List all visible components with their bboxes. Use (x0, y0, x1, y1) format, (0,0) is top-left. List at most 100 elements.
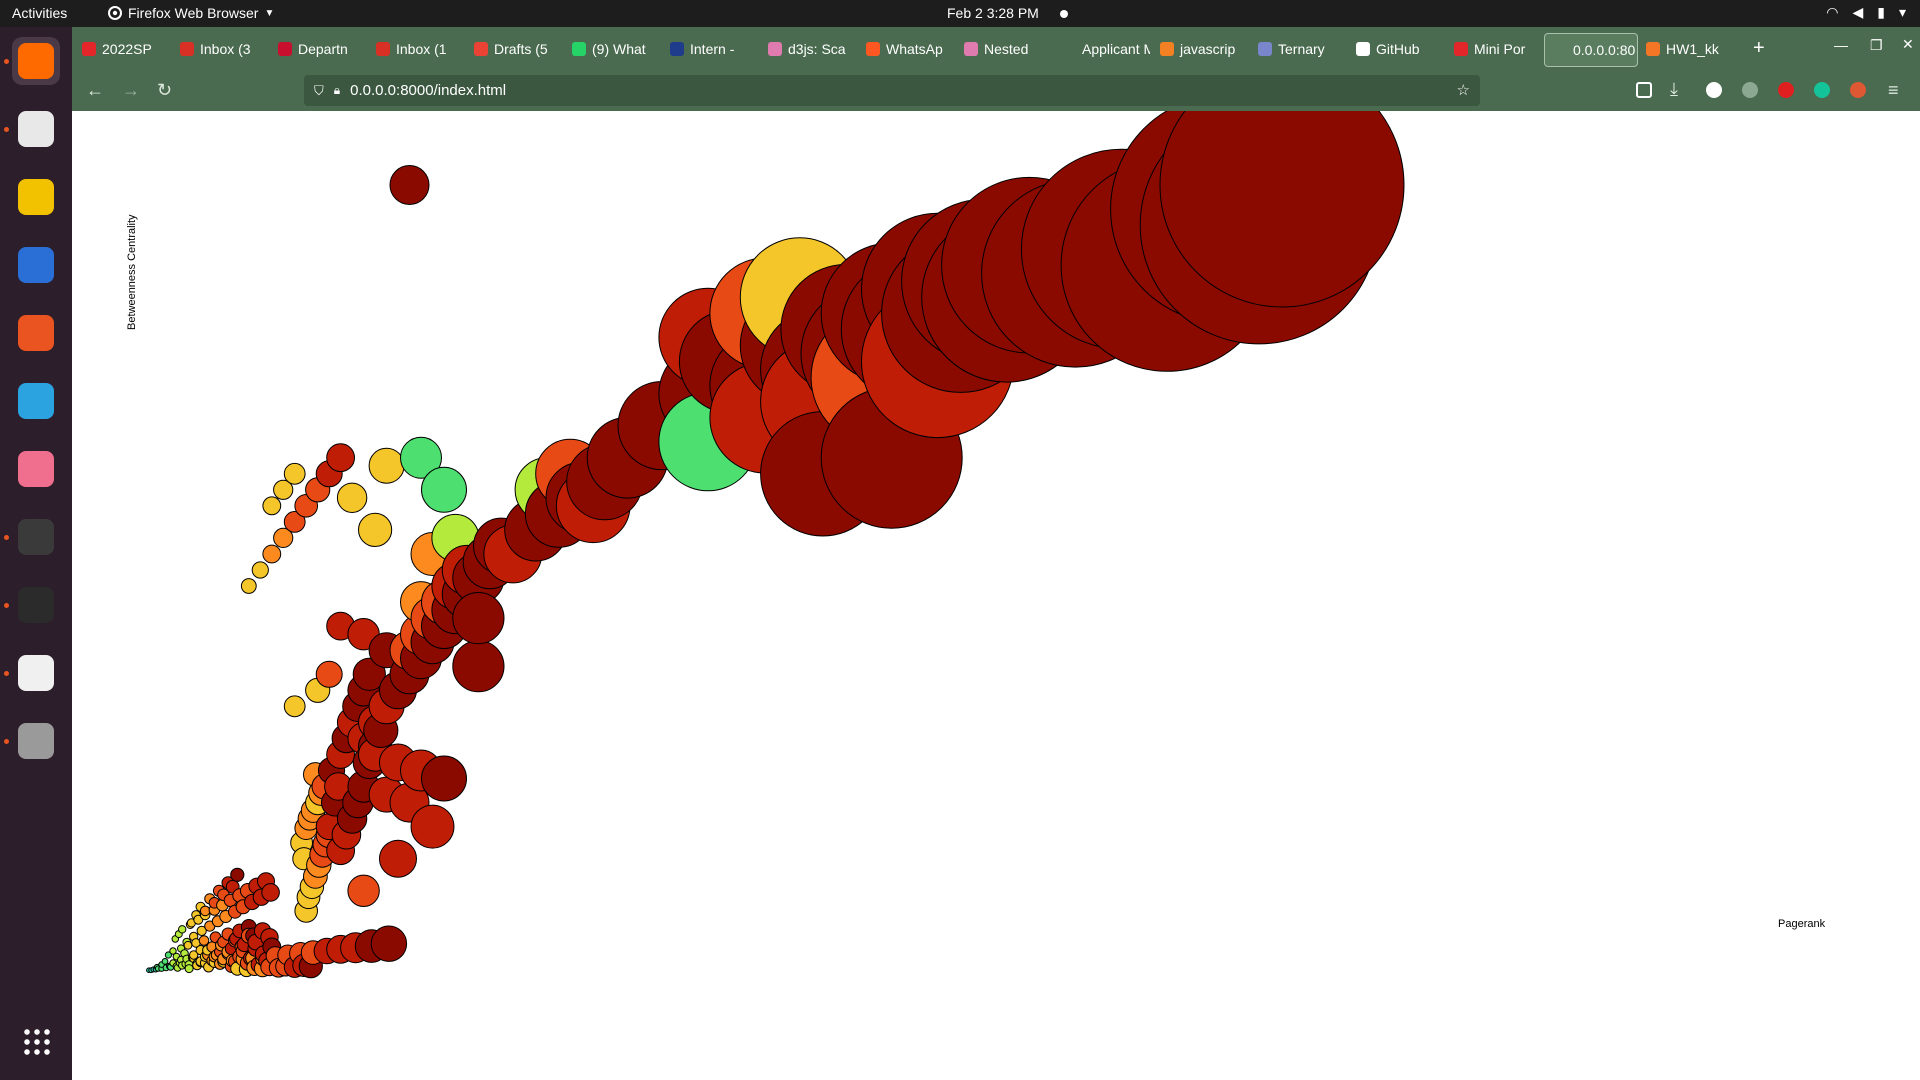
downloads-icon[interactable]: ⤓ (1670, 79, 1678, 99)
browser-tab[interactable]: Applicant M (1054, 33, 1150, 65)
new-tab-button[interactable]: + (1753, 37, 1765, 59)
volume-icon: ◀ (1852, 4, 1864, 20)
browser-tab[interactable]: javascrip (1152, 33, 1248, 65)
tab-label: Departn (298, 41, 348, 57)
nav-bar: ← → ↻ ⛉ 🔒︎ 0.0.0.0:8000/index.html ☆ ⤓ ≡ (72, 71, 1920, 111)
tab-label: Mini Por (1474, 41, 1526, 57)
tab-label: Applicant M (1082, 41, 1150, 57)
x-axis-label: Pagerank (1778, 918, 1826, 930)
terminal-icon (18, 587, 54, 623)
tab-favicon-icon (670, 42, 684, 56)
extension-k-icon[interactable] (1706, 82, 1722, 98)
browser-tab[interactable]: 0.0.0.0:80✕ (1544, 33, 1638, 67)
browser-tab[interactable]: d3js: Sca (760, 33, 856, 65)
browser-tab[interactable]: Intern - (662, 33, 758, 65)
writer-icon (18, 247, 54, 283)
firefox-window: 2022SP Inbox (3 Departn Inbox (1 Drafts (5 (9… (72, 27, 1920, 1080)
url-text[interactable]: 0.0.0.0:8000/index.html (350, 82, 507, 99)
browser-tab[interactable]: (9) What (564, 33, 660, 65)
data-point (452, 640, 505, 693)
duckduckgo-icon[interactable] (1850, 82, 1866, 98)
system-tray[interactable]: ◠ ◀ ▮ ▾ (1826, 4, 1906, 21)
tab-favicon-icon (1356, 42, 1370, 56)
data-point (183, 940, 193, 950)
firefox-icon (18, 43, 54, 79)
tab-favicon-icon (180, 42, 194, 56)
data-point (326, 443, 356, 473)
tab-label: javascrip (1180, 41, 1236, 57)
running-indicator (4, 535, 9, 540)
data-point (368, 447, 405, 484)
tab-label: 2022SP (102, 41, 152, 57)
chart-app-icon (18, 451, 54, 487)
tab-label: HW1_kk (1666, 41, 1719, 57)
data-point (352, 657, 386, 691)
tab-favicon-icon (866, 42, 880, 56)
maximize-button[interactable]: ❐ (1870, 37, 1883, 53)
browser-tab[interactable]: Departn (270, 33, 366, 65)
browser-tab[interactable]: 2022SP (74, 33, 170, 65)
back-button[interactable]: ← (86, 80, 104, 100)
data-point (193, 914, 204, 925)
dock-firefox-icon[interactable] (12, 37, 60, 85)
document-viewer-icon (18, 655, 54, 691)
browser-tab[interactable]: HW1_kk (1638, 33, 1734, 65)
dock-disc-icon[interactable] (12, 717, 60, 765)
data-point (198, 935, 210, 946)
minimize-button[interactable]: — (1834, 37, 1848, 53)
page-content: Pagerank Betweenness Centrality (72, 111, 1920, 1080)
show-apps-grid-icon[interactable] (22, 1027, 50, 1055)
clock[interactable]: Feb 2 3:28 PM (947, 5, 1039, 21)
browser-tab[interactable]: Nested (956, 33, 1052, 65)
tab-label: Nested (984, 41, 1029, 57)
dock-files-icon[interactable] (12, 105, 60, 153)
app-center-icon (18, 315, 54, 351)
dock-telegram-icon[interactable] (12, 377, 60, 425)
tab-favicon-icon (474, 42, 488, 56)
dock-terminal-icon[interactable] (12, 581, 60, 629)
menu-icon[interactable]: ≡ (1888, 80, 1899, 100)
browser-tab[interactable]: Ternary (1250, 33, 1346, 65)
forward-button[interactable]: → (122, 80, 140, 100)
data-point (240, 578, 257, 594)
data-point (199, 905, 211, 917)
extension-red-icon[interactable] (1778, 82, 1794, 98)
browser-tab[interactable]: Inbox (3 (172, 33, 268, 65)
tab-favicon-icon (1062, 42, 1076, 56)
bookmark-star-icon[interactable]: ☆ (1456, 82, 1470, 99)
browser-tab[interactable]: WhatsAp (858, 33, 954, 65)
reload-button[interactable]: ↻ (157, 80, 173, 100)
dock-rhythmbox-icon[interactable] (12, 173, 60, 221)
data-point (178, 925, 187, 934)
data-point (283, 695, 306, 718)
dock-writer-icon[interactable] (12, 241, 60, 289)
notification-dot (1060, 10, 1068, 18)
close-window-button[interactable]: ✕ (1902, 36, 1914, 52)
wifi-icon: ◠ (1826, 4, 1839, 20)
shield-icon: ⛉ (314, 82, 324, 98)
dock-document-viewer-icon[interactable] (12, 649, 60, 697)
activities-button[interactable]: Activities (12, 5, 68, 21)
url-bar[interactable]: ⛉ 🔒︎ 0.0.0.0:8000/index.html ☆ (304, 75, 1480, 106)
tab-favicon-icon (1454, 42, 1468, 56)
dock-sublime-text-icon[interactable] (12, 513, 60, 561)
app-name: Firefox Web Browser (128, 5, 259, 21)
browser-tab[interactable]: GitHub (1348, 33, 1444, 65)
running-indicator (4, 739, 9, 744)
browser-tab[interactable]: Inbox (1 (368, 33, 464, 65)
grammarly-icon[interactable] (1814, 82, 1830, 98)
tab-favicon-icon (1553, 43, 1567, 57)
browser-tab[interactable]: Mini Por (1446, 33, 1542, 65)
browser-tab[interactable]: Drafts (5 (466, 33, 562, 65)
data-point (189, 950, 199, 960)
tab-bar: 2022SP Inbox (3 Departn Inbox (1 Drafts (5 (9… (72, 27, 1920, 71)
pocket-icon[interactable] (1636, 82, 1652, 98)
dock-app-center-icon[interactable] (12, 309, 60, 357)
app-menu[interactable]: Firefox Web Browser ▼ (108, 5, 274, 21)
extension-compass-icon[interactable] (1742, 82, 1758, 98)
data-point (389, 165, 430, 205)
scatter-plot (146, 111, 1405, 979)
tab-label: (9) What (592, 41, 646, 57)
dock-chart-app-icon[interactable] (12, 445, 60, 493)
data-point (230, 867, 245, 882)
